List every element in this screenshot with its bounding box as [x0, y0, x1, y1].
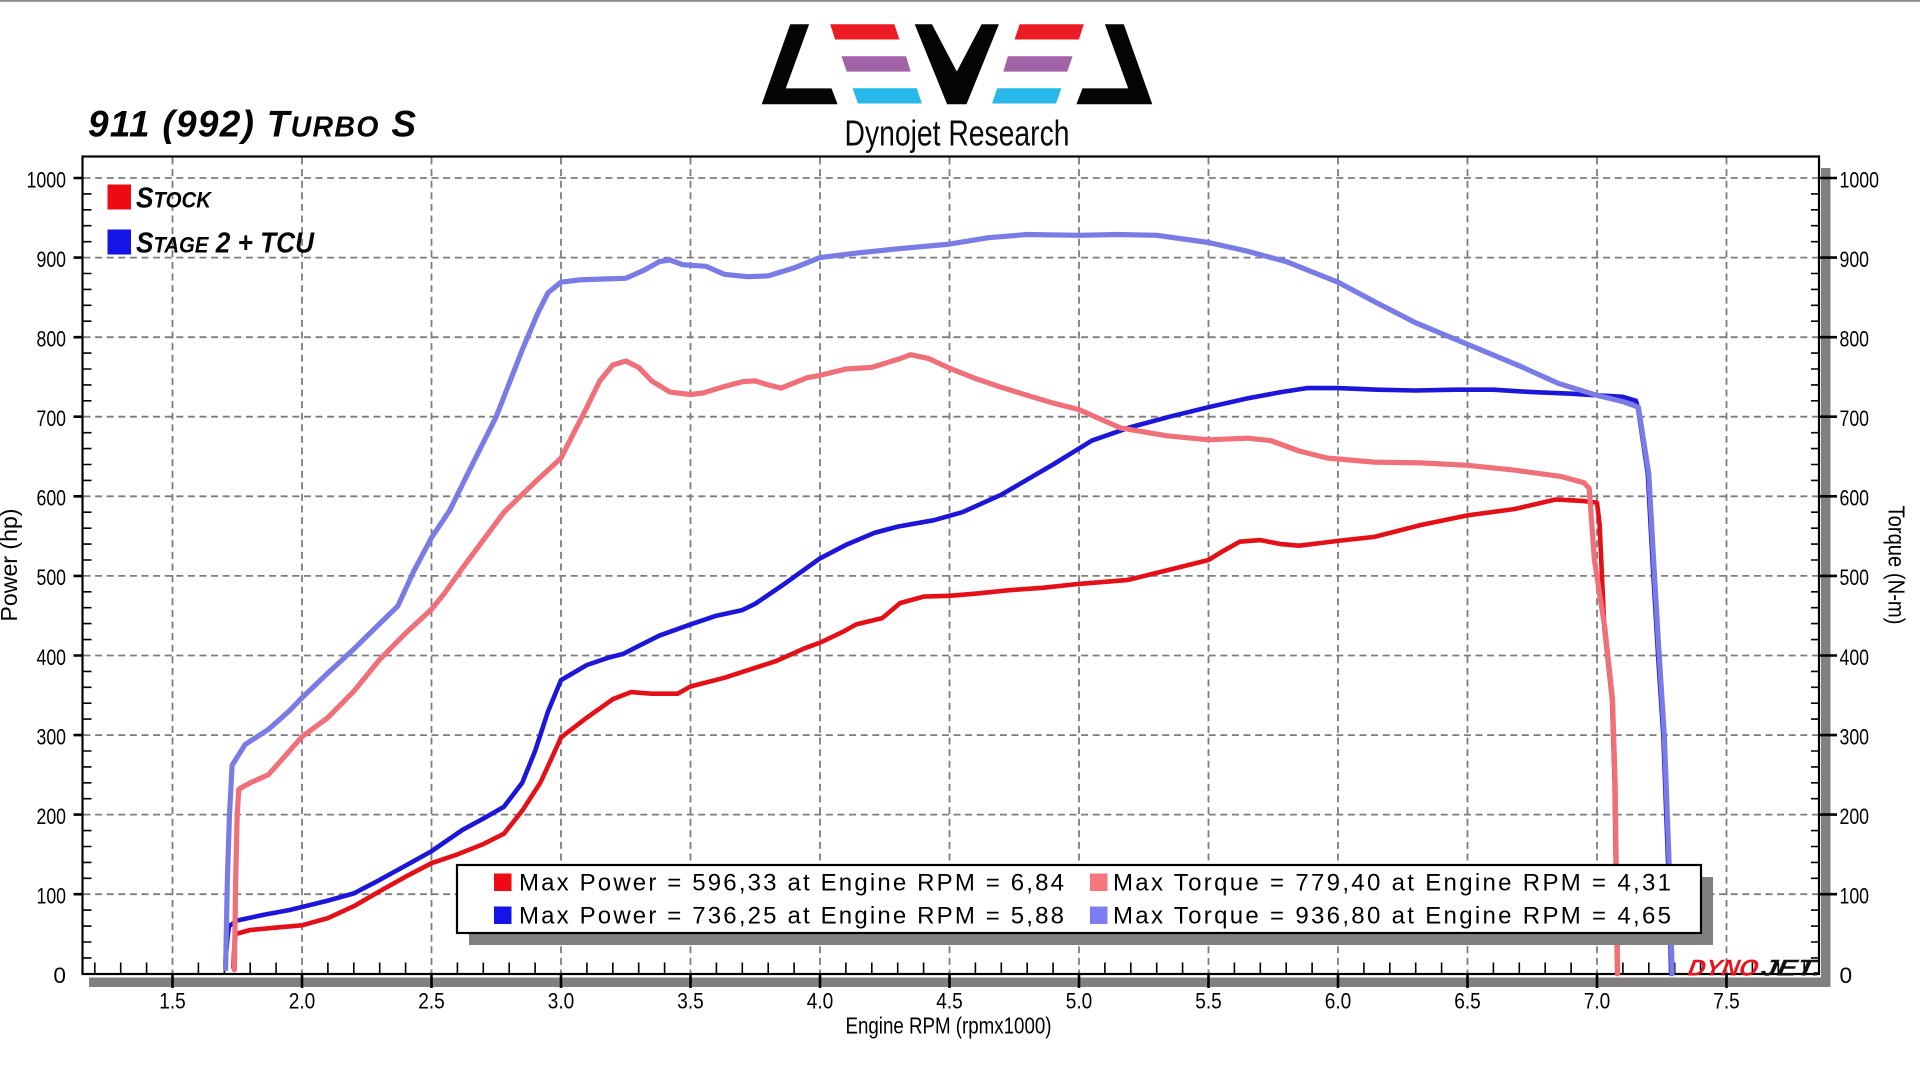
svg-text:2.5: 2.5 [418, 989, 445, 1014]
svg-text:Max Torque = 936,80 at Engine: Max Torque = 936,80 at Engine RPM = 4,65 [1113, 903, 1671, 930]
svg-text:100: 100 [37, 884, 67, 909]
svg-text:600: 600 [1840, 486, 1870, 511]
svg-text:Power (hp): Power (hp) [0, 509, 22, 622]
svg-text:300: 300 [1840, 724, 1870, 749]
svg-text:800: 800 [1840, 327, 1870, 352]
svg-text:600: 600 [37, 486, 67, 511]
svg-text:800: 800 [37, 327, 67, 352]
svg-text:4.0: 4.0 [807, 989, 834, 1014]
svg-text:0: 0 [1840, 963, 1853, 988]
svg-text:Max Torque = 779,40 at Engine: Max Torque = 779,40 at Engine RPM = 4,31 [1113, 870, 1671, 897]
svg-text:2.0: 2.0 [289, 989, 316, 1014]
svg-text:4.5: 4.5 [936, 989, 963, 1014]
svg-text:900: 900 [37, 247, 67, 272]
svg-text:1000: 1000 [27, 167, 67, 192]
svg-text:DYNO: DYNO [1686, 955, 1761, 981]
svg-text:7.0: 7.0 [1584, 989, 1611, 1014]
svg-text:Max Power = 596,33 at Engine R: Max Power = 596,33 at Engine RPM = 6,84 [519, 870, 1064, 897]
svg-text:700: 700 [1840, 406, 1870, 431]
svg-text:100: 100 [1840, 884, 1870, 909]
svg-text:STAGE 2 + TCU: STAGE 2 + TCU [136, 228, 315, 260]
svg-text:400: 400 [37, 645, 67, 670]
svg-text:900: 900 [1840, 247, 1870, 272]
svg-text:5.5: 5.5 [1195, 989, 1222, 1014]
svg-text:STOCK: STOCK [136, 183, 213, 215]
svg-text:3.5: 3.5 [677, 989, 704, 1014]
svg-text:0: 0 [53, 963, 66, 988]
svg-text:6.0: 6.0 [1325, 989, 1352, 1014]
svg-text:6.5: 6.5 [1454, 989, 1481, 1014]
svg-text:500: 500 [1840, 565, 1870, 590]
svg-text:500: 500 [37, 565, 67, 590]
svg-text:7.5: 7.5 [1713, 989, 1740, 1014]
svg-text:700: 700 [37, 406, 67, 431]
svg-text:1000: 1000 [1840, 167, 1880, 192]
svg-text:200: 200 [37, 804, 67, 829]
svg-text:200: 200 [1840, 804, 1870, 829]
svg-text:300: 300 [37, 724, 67, 749]
svg-text:Engine RPM (rpmx1000): Engine RPM (rpmx1000) [846, 1013, 1052, 1039]
svg-text:5.0: 5.0 [1066, 989, 1093, 1014]
svg-text:Torque (N-m): Torque (N-m) [1884, 506, 1910, 625]
svg-text:1.5: 1.5 [159, 989, 186, 1014]
svg-text:400: 400 [1840, 645, 1870, 670]
svg-text:JET.: JET. [1759, 955, 1824, 981]
svg-text:Max Power = 736,25 at Engine R: Max Power = 736,25 at Engine RPM = 5,88 [519, 903, 1064, 930]
svg-text:3.0: 3.0 [548, 989, 575, 1014]
svg-text:Dynojet Research: Dynojet Research [845, 113, 1070, 154]
